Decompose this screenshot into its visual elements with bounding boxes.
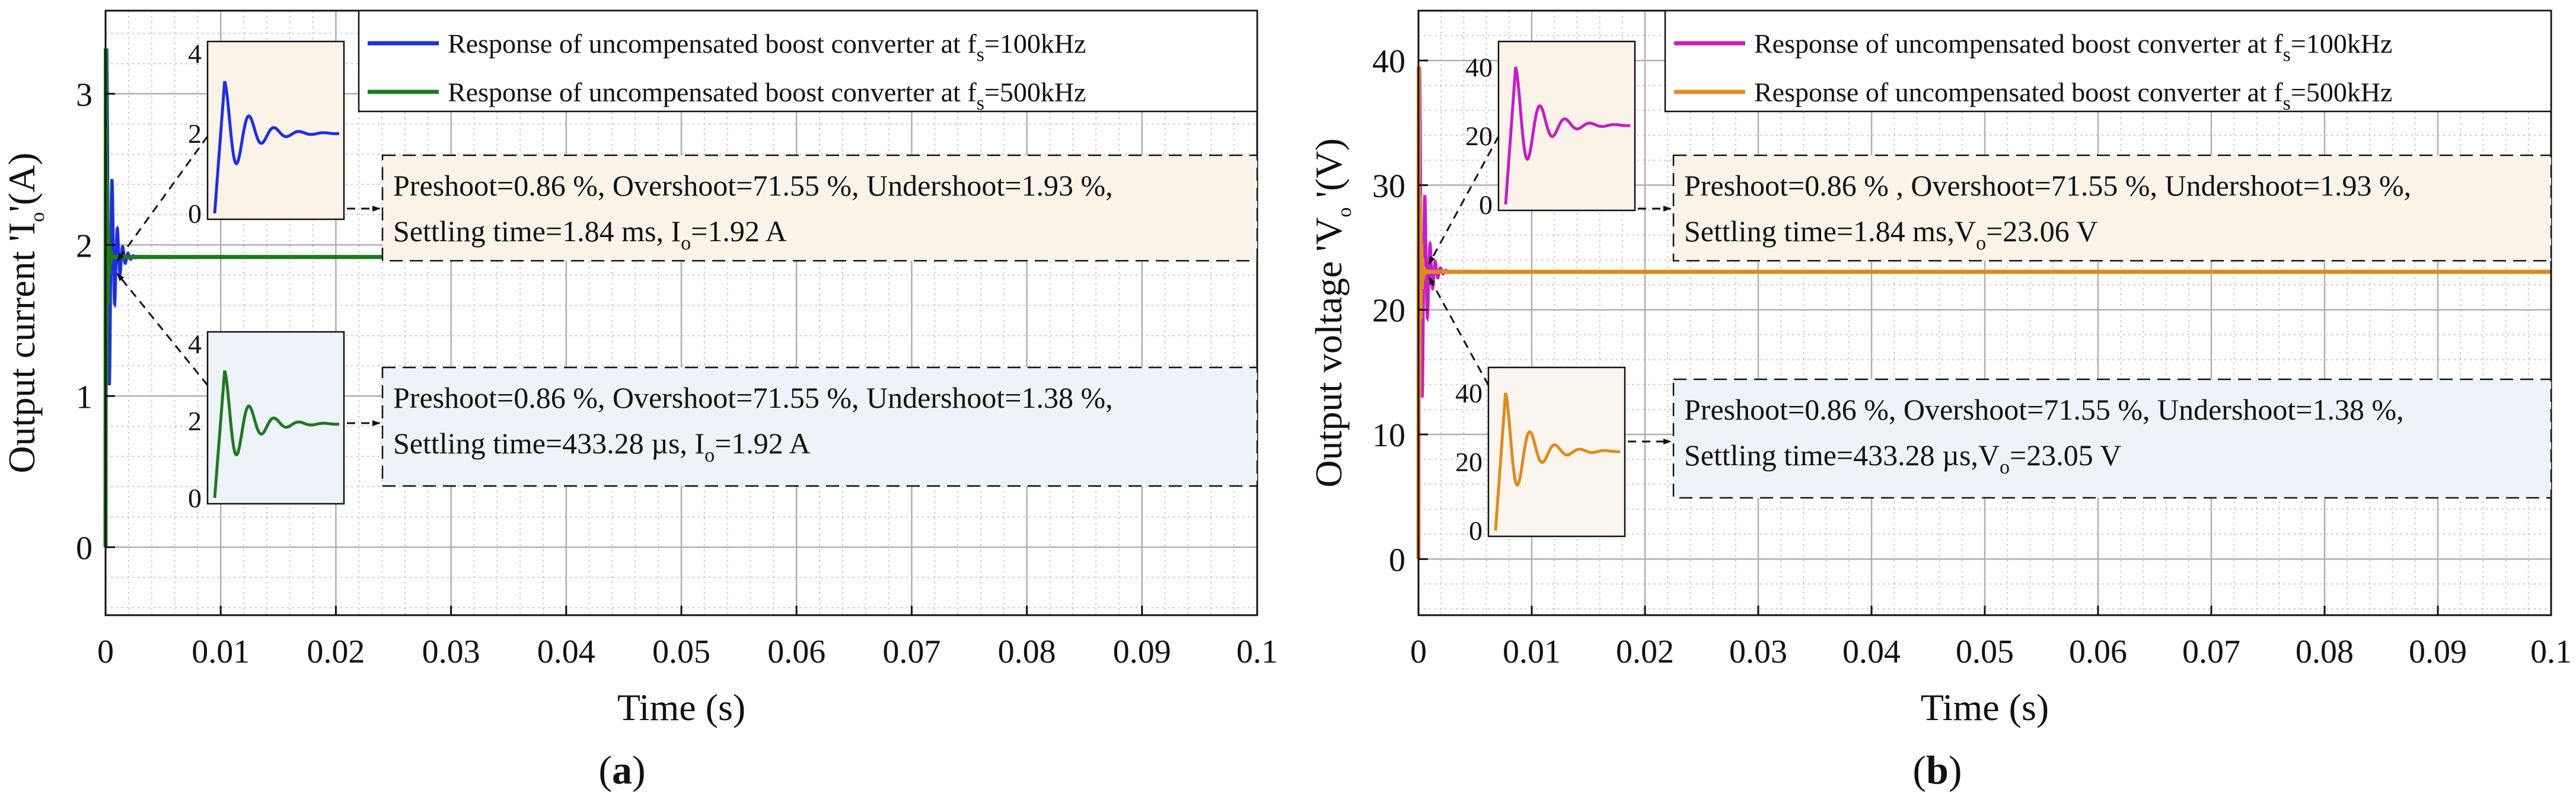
- x-tick-label: 0.09: [1113, 634, 1171, 670]
- legend-label-1: Response of uncompensated boost converte…: [448, 28, 1086, 66]
- inset-2: 0 20 40: [1455, 366, 1626, 546]
- x-tick-label: 0.02: [307, 634, 365, 670]
- y-axis-label-main: Output voltage 'V: [1308, 218, 1350, 488]
- y-axis-label: Output voltage 'Vo '(V): [1308, 138, 1356, 487]
- panel-caption: (a): [598, 747, 645, 792]
- inset-y-tick-label: 4: [188, 39, 202, 69]
- annotation-line-2: Settling time=1.84 ms,Vo=23.06 V: [1684, 215, 2098, 254]
- y-tick-label: 30: [1372, 168, 1405, 204]
- x-tick-label: 0.06: [767, 634, 825, 670]
- annotation-1: Preshoot=0.86 % , Overshoot=71.55 %, Und…: [1672, 154, 2552, 262]
- annotation-line-1: Preshoot=0.86 % , Overshoot=71.55 %, Und…: [1684, 169, 2411, 202]
- annotation-box: [381, 154, 1258, 262]
- x-tick-label: 0.07: [882, 634, 941, 670]
- legend-label-1: Response of uncompensated boost converte…: [1754, 28, 2392, 66]
- annotation-line-1: Preshoot=0.86 %, Overshoot=71.55 %, Unde…: [1684, 393, 2404, 426]
- y-axis-label: Output current 'Io'(A): [1, 152, 49, 473]
- inset-series-line: [213, 370, 340, 498]
- y-axis-label-group: Output voltage 'Vo '(V): [1308, 138, 1356, 487]
- y-tick-label: 0: [76, 530, 93, 567]
- inset-series-line: [213, 81, 340, 214]
- legend-label-2: Response of uncompensated boost converte…: [448, 77, 1086, 114]
- y-axis-label-sub: o: [1334, 207, 1356, 218]
- chart-panel-a: 0 0.01 0.02 0.03 0.04 0.05 0.06 0.07 0.08 0.09 0.1…: [1, 9, 1278, 792]
- inset-y-tick-label: 4: [188, 329, 202, 359]
- legend-box: [358, 9, 1258, 113]
- inset-y-tick-label: 40: [1465, 52, 1493, 82]
- x-tick-label: 0: [97, 634, 114, 670]
- inset-1: 0 2 4: [188, 39, 345, 229]
- x-tick-label: 0.04: [537, 634, 595, 670]
- x-tick-label: 0: [1410, 634, 1427, 670]
- annotation-box: [381, 366, 1258, 487]
- inset-series-line: [1504, 66, 1631, 205]
- x-tick-label: 0.04: [1842, 634, 1901, 670]
- x-tick-label: 0.1: [2530, 634, 2572, 670]
- y-tick-label: 40: [1372, 43, 1405, 80]
- x-tick-label: 0.02: [1616, 634, 1674, 670]
- y-tick-label: 20: [1372, 293, 1405, 330]
- inset-series-line: [1494, 392, 1621, 531]
- y-tick-label: 0: [1389, 542, 1405, 578]
- panel-caption: (b): [1912, 747, 1962, 792]
- x-tick-label: 0.01: [1503, 634, 1561, 670]
- x-axis-label: Time (s): [1921, 686, 2049, 728]
- x-tick-label: 0.03: [422, 634, 480, 670]
- annotation-1: Preshoot=0.86 %, Overshoot=71.55 %, Unde…: [381, 154, 1258, 262]
- x-tick-label: 0.01: [192, 634, 250, 670]
- pointer-arrow: [1428, 276, 1490, 386]
- annotation-box: [1672, 154, 2552, 262]
- annotation-line-1: Preshoot=0.86 %, Overshoot=71.55 %, Unde…: [393, 169, 1113, 202]
- x-tick-label: 0.05: [1956, 634, 2014, 670]
- annotation-line-1: Preshoot=0.86 %, Overshoot=71.55 %, Unde…: [393, 381, 1113, 414]
- chart-panel-b: 0 0.01 0.02 0.03 0.04 0.05 0.06 0.07 0.08 0.09 0.1…: [1308, 9, 2572, 792]
- inset-y-tick-label: 20: [1465, 121, 1493, 151]
- series-line-2: [1416, 66, 2552, 559]
- y-axis-label-tail: '(A): [1, 152, 43, 212]
- legend-box: [1664, 9, 2552, 113]
- annotation-box: [1672, 378, 2552, 499]
- pointer-arrow: [116, 273, 209, 386]
- y-axis-label-group: Output current 'Io'(A): [1, 152, 49, 473]
- annotation-line-2: Settling time=433.28 µs,Vo=23.05 V: [1684, 439, 2121, 478]
- y-axis-label-tail: '(V): [1308, 138, 1350, 207]
- pointer-arrow: [116, 136, 209, 262]
- annotation-line-2: Settling time=1.84 ms, Io=1.92 A: [393, 215, 787, 254]
- annotation-line-2: Settling time=433.28 µs, Io=1.92 A: [393, 427, 811, 466]
- inset-y-tick-label: 0: [188, 483, 202, 513]
- inset-y-tick-label: 40: [1455, 378, 1483, 408]
- x-tick-label: 0.03: [1729, 634, 1787, 670]
- inset-y-tick-label: 0: [1479, 190, 1493, 220]
- y-tick-label: 1: [76, 379, 93, 415]
- x-tick-label: 0.05: [652, 634, 710, 670]
- x-tick-label: 0.08: [2296, 634, 2354, 670]
- legend-label-2: Response of uncompensated boost converte…: [1754, 77, 2392, 114]
- x-tick-label: 0.07: [2182, 634, 2240, 670]
- y-tick-label: 3: [76, 76, 93, 113]
- y-axis-label-main: Output current 'I: [1, 222, 43, 474]
- x-tick-label: 0.09: [2409, 634, 2467, 670]
- inset-1: 0 20 40: [1465, 40, 1636, 220]
- inset-y-tick-label: 2: [188, 119, 202, 149]
- x-axis-label: Time (s): [617, 686, 745, 728]
- annotation-2: Preshoot=0.86 %, Overshoot=71.55 %, Unde…: [381, 366, 1258, 487]
- pointer-arrow: [1428, 136, 1500, 265]
- x-tick-label: 0.08: [998, 634, 1056, 670]
- inset-y-tick-label: 2: [188, 406, 202, 436]
- inset-frame: [206, 40, 345, 220]
- annotation-2: Preshoot=0.86 %, Overshoot=71.55 %, Unde…: [1672, 378, 2552, 499]
- y-axis-label-sub: o: [27, 212, 49, 222]
- inset-y-tick-label: 20: [1455, 447, 1483, 477]
- y-tick-label: 10: [1372, 417, 1405, 454]
- inset-2: 0 2 4: [188, 329, 345, 513]
- x-tick-label: 0.1: [1236, 634, 1278, 670]
- x-tick-label: 0.06: [2069, 634, 2127, 670]
- inset-y-tick-label: 0: [188, 199, 202, 229]
- y-tick-label: 2: [76, 228, 93, 264]
- inset-y-tick-label: 0: [1469, 516, 1483, 546]
